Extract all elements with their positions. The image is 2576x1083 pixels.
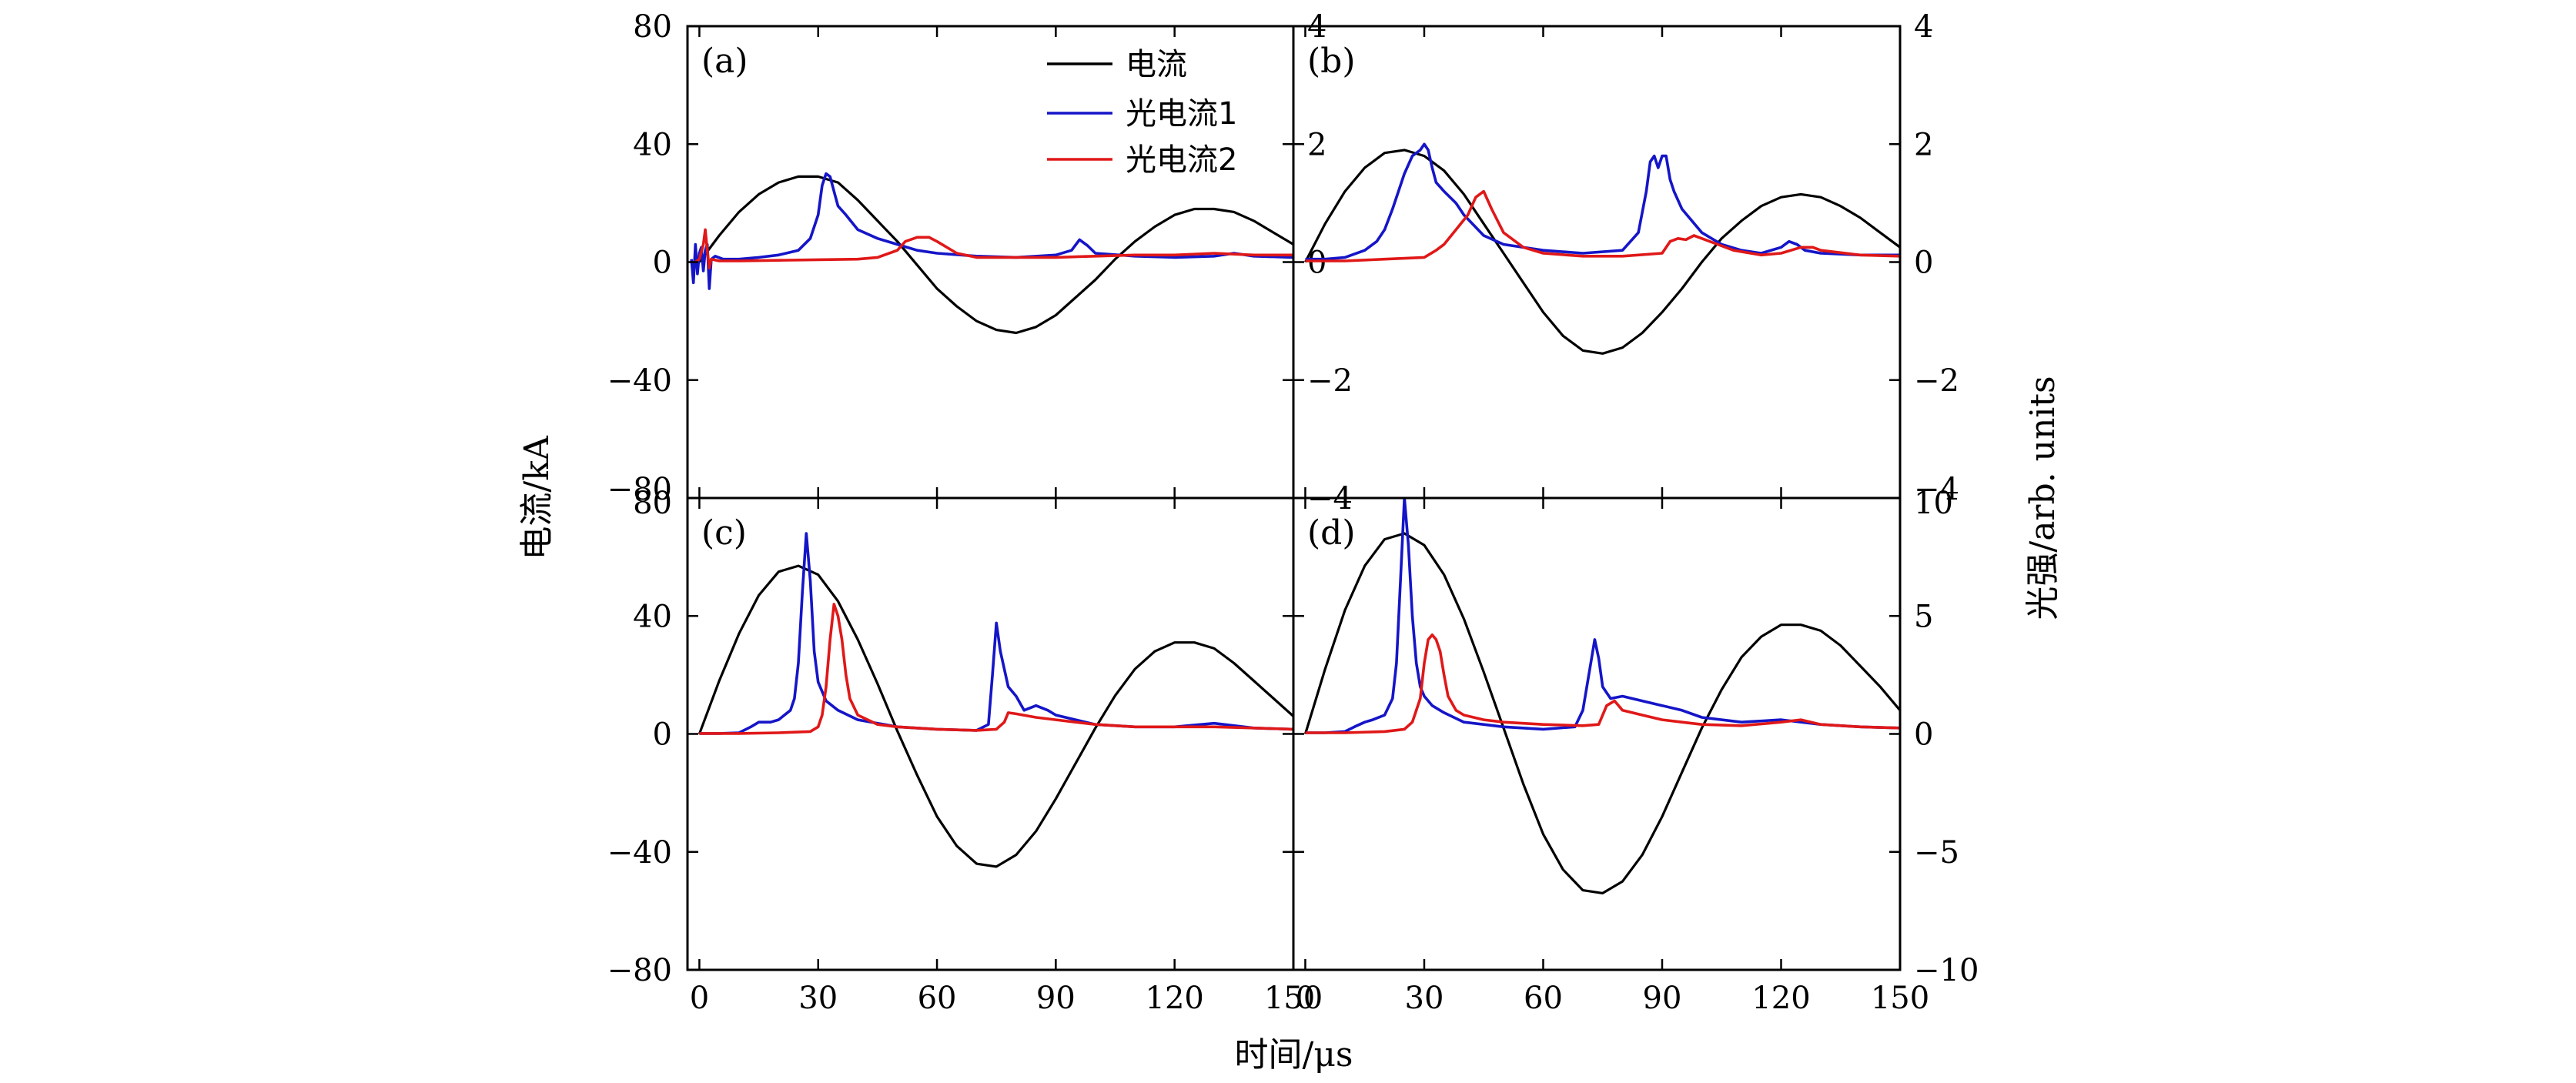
- y-left-tick-label: 0: [653, 717, 672, 753]
- panel-label: (a): [701, 42, 748, 81]
- x-tick-label: 150: [1871, 981, 1929, 1016]
- x-tick-label: 30: [798, 981, 838, 1016]
- x-tick-label: 0: [1296, 981, 1315, 1016]
- legend-label-photocurrent-2: 光电流2: [1126, 142, 1237, 178]
- series-line-photocurrent-1: [1305, 498, 1900, 734]
- series-line-photocurrent-2: [1305, 189, 1900, 262]
- series-line-photocurrent-1: [1305, 142, 1900, 261]
- series-line-photocurrent-1: [699, 532, 1293, 735]
- y-left-tick-label: −40: [607, 835, 672, 871]
- series-line-current: [1304, 149, 1900, 355]
- y-left-tick-label: −80: [607, 472, 672, 507]
- y-left-tick-label: 0: [653, 246, 672, 281]
- y-left-tick-label: 80: [633, 9, 672, 45]
- panel-label: (b): [1307, 42, 1356, 81]
- y-left-tick-label: −40: [607, 363, 672, 399]
- series-line-photocurrent-2: [694, 228, 1293, 269]
- x-tick-label: 90: [1643, 981, 1682, 1016]
- y-left-tick-label: −80: [607, 953, 672, 988]
- y-right-tick-label: 2: [1307, 127, 1326, 162]
- series-line-photocurrent-2: [1305, 633, 1900, 734]
- y-right-tick-label: 4: [1914, 9, 1933, 45]
- x-tick-label: 60: [1524, 981, 1563, 1016]
- y-right-tick-label: −2: [1914, 363, 1959, 399]
- x-tick-label: 120: [1146, 981, 1204, 1016]
- series-line-current: [698, 175, 1293, 335]
- y-left-tick-label: 40: [633, 127, 672, 162]
- y-right-tick-label: 5: [1914, 599, 1933, 634]
- x-tick-label: 30: [1405, 981, 1444, 1016]
- x-tick-label: 150: [1264, 981, 1323, 1016]
- y-right-axis-title: 光强/arb. units: [2023, 376, 2062, 620]
- series-line-photocurrent-2: [699, 603, 1293, 735]
- legend-label-current: 电流: [1126, 47, 1187, 82]
- legend-label-photocurrent-1: 光电流1: [1126, 96, 1237, 132]
- panel-b: −4 −2 0 2 4 (b): [1292, 9, 1959, 507]
- series-line-current: [1303, 532, 1900, 894]
- panel-c: −80 −40 0 40 80 0 30 60 90 120 150 (c): [607, 486, 1323, 1016]
- series-line-photocurrent-1: [690, 172, 1293, 290]
- y-right-tick-label: 2: [1914, 127, 1933, 162]
- y-right-tick-label: 0: [1914, 246, 1933, 281]
- panel-label: (c): [701, 513, 747, 553]
- x-tick-label: 0: [690, 981, 709, 1016]
- y-left-tick-label: 80: [633, 486, 672, 521]
- x-tick-label: 90: [1036, 981, 1076, 1016]
- y-right-tick-label: −4: [1914, 472, 1959, 507]
- y-right-tick-label: −5: [1914, 835, 1959, 871]
- y-right-tick-label: −2: [1307, 363, 1353, 399]
- panel-frame: [1292, 25, 1902, 500]
- x-axis-title: 时间/μs: [1235, 1035, 1353, 1075]
- y-right-tick-label: −10: [1914, 953, 1979, 988]
- y-left-axis-title: 电流/kA: [517, 435, 557, 560]
- y-right-tick-label: 10: [1914, 486, 1953, 521]
- x-tick-label: 60: [918, 981, 957, 1016]
- y-right-tick-label: 0: [1914, 717, 1933, 753]
- y-left-tick-label: 40: [633, 599, 672, 634]
- x-tick-label: 120: [1751, 981, 1810, 1016]
- panel-label: (d): [1307, 513, 1356, 553]
- series-line-current: [698, 564, 1293, 868]
- panel-d: −10 −5 0 5 10 0 30 60 90 120 150 (d): [1292, 486, 1979, 1016]
- panel-frame: [1292, 496, 1902, 971]
